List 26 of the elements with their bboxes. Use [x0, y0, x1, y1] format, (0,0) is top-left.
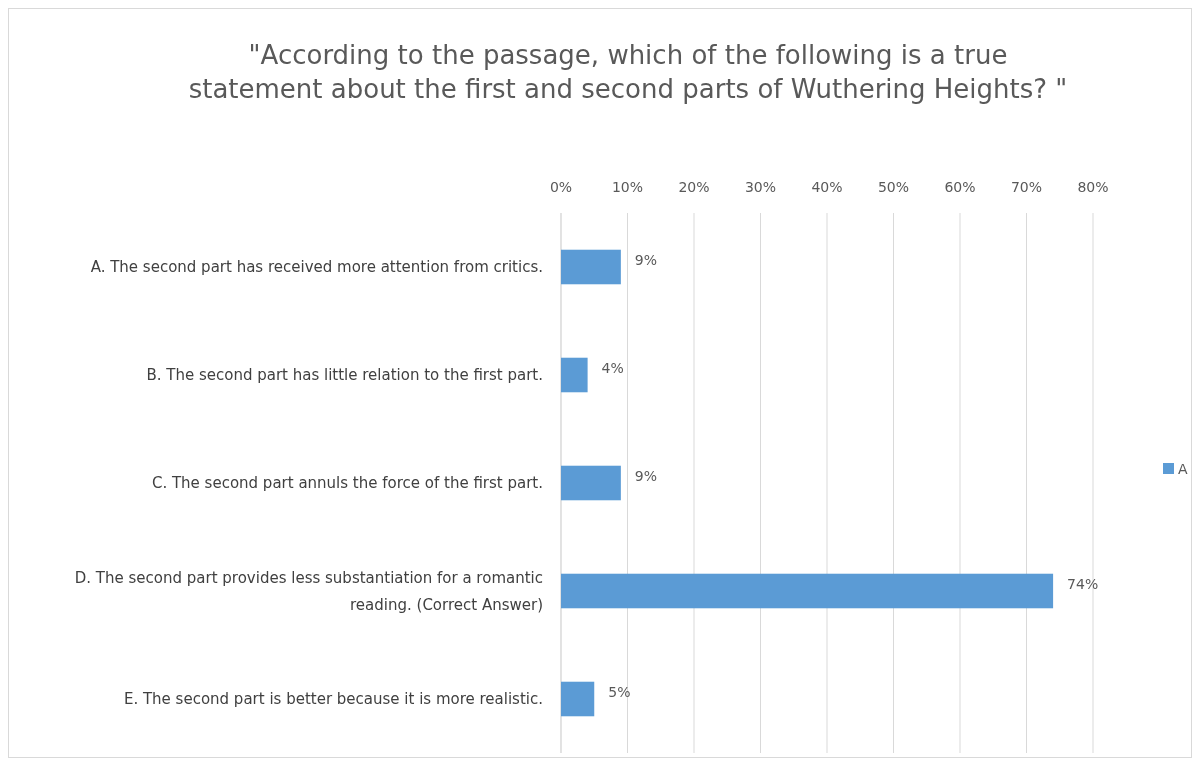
- x-tick-label: 0%: [549, 179, 573, 195]
- y-tick-label: D. The second part provides less substantiation for a romantic reading. (Correct Answer): [74, 568, 543, 614]
- x-tick-label: 80%: [1077, 179, 1109, 195]
- data-label: 9%: [634, 252, 658, 268]
- y-tick-label: E. The second part is better because it is more realistic.: [123, 690, 543, 708]
- bar: [561, 465, 621, 501]
- data-label: 5%: [608, 684, 631, 700]
- x-tick-label: 40%: [811, 179, 843, 195]
- bar: [561, 573, 1054, 609]
- bar: [561, 249, 621, 285]
- x-tick-label: 50%: [877, 179, 910, 195]
- bar: [561, 681, 595, 717]
- y-tick-label: A. The second part has received more attention from critics.: [90, 258, 543, 276]
- data-label: 9%: [634, 468, 658, 484]
- data-label: 4%: [601, 360, 624, 376]
- x-tick-label: 60%: [944, 179, 976, 195]
- legend-label: A: [1178, 461, 1188, 477]
- y-tick-label: B. The second part has little relation to the first part.: [146, 366, 543, 384]
- x-tick-label: 10%: [611, 179, 644, 195]
- bar: [561, 357, 588, 393]
- chart-title: "According to the passage, which of the following is a true statement about the first and second parts of Wuthering Heights? ": [188, 40, 1068, 104]
- data-label: 74%: [1067, 576, 1099, 592]
- y-tick-label: C. The second part annuls the force of the first part.: [151, 474, 543, 492]
- x-tick-label: 70%: [1010, 179, 1043, 195]
- x-tick-label: 20%: [678, 179, 710, 195]
- x-tick-label: 30%: [744, 179, 777, 195]
